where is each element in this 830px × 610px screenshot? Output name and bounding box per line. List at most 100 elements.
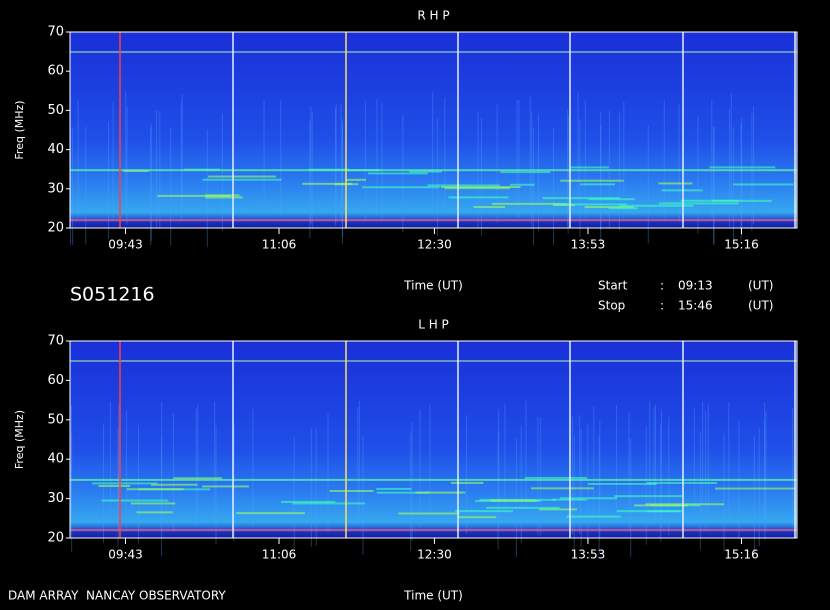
band — [70, 529, 797, 532]
panel-title: L H P — [418, 318, 449, 332]
y-tick-label: 60 — [47, 373, 64, 388]
burst — [570, 166, 609, 169]
streak — [233, 423, 235, 542]
streak — [587, 424, 589, 543]
burst — [584, 206, 634, 209]
streak — [728, 402, 730, 521]
burst — [409, 170, 442, 173]
streak — [206, 129, 208, 248]
streak — [645, 426, 647, 545]
start-time: 09:13 — [678, 279, 713, 293]
streak — [161, 402, 163, 521]
streak — [678, 104, 680, 222]
y-tick-label: 70 — [47, 25, 64, 40]
streak — [533, 127, 535, 246]
burst — [136, 511, 173, 514]
streak — [553, 127, 555, 246]
streak — [516, 100, 518, 218]
y-tick-label: 50 — [47, 412, 64, 427]
burst — [457, 516, 497, 519]
burst — [205, 196, 243, 199]
streak — [432, 92, 434, 210]
burst — [130, 502, 176, 505]
y-tick-label: 40 — [47, 142, 64, 157]
burst — [560, 179, 624, 182]
streak — [411, 422, 413, 541]
burst — [415, 491, 466, 494]
streak — [335, 104, 337, 223]
stop-time: 15:46 — [678, 299, 713, 313]
streak — [713, 127, 715, 245]
burst — [345, 178, 366, 181]
unit: (UT) — [748, 299, 773, 313]
streak — [72, 127, 74, 245]
unit: (UT) — [748, 279, 773, 293]
streak — [711, 100, 713, 218]
streak — [310, 106, 312, 225]
burst — [101, 499, 169, 502]
streak — [792, 408, 794, 527]
burst — [531, 487, 594, 490]
streak — [172, 413, 174, 532]
streak — [537, 417, 539, 536]
burst — [202, 485, 249, 488]
streak — [70, 127, 72, 246]
streak — [705, 410, 707, 530]
streak — [410, 432, 412, 551]
streak — [663, 100, 665, 219]
x-tick-label: 12:30 — [417, 548, 452, 562]
y-tick-label: 50 — [47, 103, 64, 118]
streak — [125, 410, 127, 529]
burst — [98, 485, 131, 488]
burst — [659, 202, 739, 205]
streak — [327, 413, 329, 533]
burst — [491, 202, 567, 205]
streak — [117, 429, 119, 548]
streak — [707, 404, 709, 523]
streak — [108, 121, 110, 240]
streak — [567, 116, 569, 234]
streak — [498, 409, 500, 528]
streak — [515, 438, 517, 557]
streak — [429, 404, 431, 524]
streak — [579, 119, 581, 237]
burst — [608, 207, 638, 210]
streak — [723, 432, 725, 552]
y-axis-label: Freq (MHz) — [13, 410, 26, 469]
burst — [556, 203, 627, 206]
burst — [580, 183, 616, 186]
burst — [329, 490, 374, 493]
y-tick-label: 70 — [47, 334, 64, 349]
streak — [77, 100, 79, 219]
x-tick-label: 15:16 — [724, 548, 759, 562]
streak — [118, 403, 120, 522]
panel-title: R H P — [417, 9, 449, 23]
burst — [658, 182, 693, 185]
streak — [765, 411, 767, 530]
streak — [593, 406, 595, 525]
y-tick-label: 30 — [47, 181, 64, 196]
streak — [376, 98, 378, 217]
spectrogram-field — [70, 32, 797, 228]
burst — [614, 495, 683, 498]
burst — [647, 510, 680, 513]
burst — [126, 488, 184, 491]
streak — [215, 425, 217, 544]
burst — [500, 171, 551, 174]
burst — [539, 508, 577, 511]
burst — [645, 503, 725, 506]
streak — [577, 92, 579, 211]
y-axis-label: Freq (MHz) — [13, 100, 26, 159]
streak — [364, 102, 366, 220]
streak — [572, 416, 574, 535]
streak — [161, 438, 163, 557]
start-label: Start — [598, 279, 628, 293]
burst — [151, 483, 198, 486]
streak — [126, 107, 128, 225]
streak — [109, 401, 111, 521]
plot-frame — [69, 31, 798, 229]
streak — [618, 112, 620, 231]
streak — [197, 404, 199, 523]
burst — [450, 481, 484, 484]
burst — [587, 482, 657, 485]
